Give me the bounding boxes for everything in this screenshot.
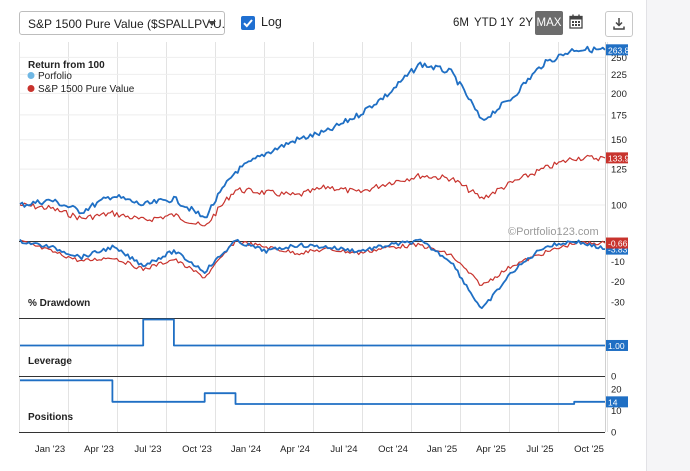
range-max-button[interactable]: MAX <box>535 11 563 35</box>
benchmark-series-line-return-from- <box>19 154 606 227</box>
x-tick-label: Jul '24 <box>330 444 357 455</box>
watermark: ©Portfolio123.com <box>508 226 599 238</box>
y-tick-label: 0 <box>611 428 616 439</box>
last-value-tag-label: 263.86 <box>608 45 634 55</box>
y-tick-label: 150 <box>611 135 627 146</box>
x-tick-label: Apr '25 <box>476 444 506 455</box>
labels-layer: 100125150175200225250263.86133.98Return … <box>27 44 634 455</box>
log-label: Log <box>261 15 282 29</box>
y-tick-label: -20 <box>611 277 625 288</box>
x-tick-label: Oct '25 <box>574 444 604 455</box>
pane-title: Leverage <box>28 356 72 367</box>
log-checkbox[interactable] <box>241 16 255 30</box>
x-tick-label: Jan '23 <box>35 444 65 455</box>
x-tick-label: Apr '23 <box>84 444 114 455</box>
calendar-icon[interactable] <box>569 14 583 29</box>
y-tick-label: -10 <box>611 257 625 268</box>
y-tick-label: 225 <box>611 70 627 81</box>
x-tick-label: Jan '25 <box>427 444 457 455</box>
last-value-tag <box>606 243 628 255</box>
pane-title: Return from 100 <box>28 60 105 71</box>
portfolio-series-line-return-from- <box>19 45 606 219</box>
last-value-tag-label: -0.66 <box>608 239 628 249</box>
portfolio-series-line-leverage <box>20 318 605 347</box>
y-tick-label: 125 <box>611 165 627 176</box>
chevron-down-icon <box>208 21 216 26</box>
legend-marker <box>27 85 35 92</box>
portfolio-series-line--drawdown <box>19 238 605 310</box>
last-value-tag <box>606 152 628 164</box>
range-6m-button[interactable]: 6M <box>453 17 469 29</box>
x-tick-label: Oct '24 <box>378 444 408 455</box>
x-tick-label: Jan '24 <box>231 444 261 455</box>
legend-label: Porfolio <box>38 71 72 82</box>
panes <box>19 42 606 433</box>
check-icon <box>243 19 253 28</box>
pane-title: % Drawdown <box>28 298 90 309</box>
benchmark-select[interactable]: S&P 1500 Pure Value ($SPALLPV:U... <box>19 11 225 35</box>
x-tick-label: Oct '23 <box>182 444 212 455</box>
last-value-tag-label: -3.83 <box>608 245 628 255</box>
chart-card: S&P 1500 Pure Value ($SPALLPV:U... Log 6… <box>19 0 647 471</box>
last-value-tag <box>606 396 628 408</box>
download-icon <box>613 18 625 30</box>
y-tick-label: 100 <box>611 201 627 212</box>
y-tick-label: -30 <box>611 297 625 308</box>
x-tick-label: Apr '24 <box>280 444 310 455</box>
x-tick-label: Jul '25 <box>526 444 553 455</box>
legend-label: S&P 1500 Pure Value <box>38 84 135 95</box>
benchmark-series-line--drawdown <box>19 239 606 286</box>
y-tick-label: 250 <box>611 53 627 64</box>
y-tick-label: 20 <box>611 384 622 395</box>
chart-area: 100125150175200225250263.86133.98Return … <box>19 42 634 455</box>
last-value-tag <box>606 44 628 56</box>
last-value-tag-label: 133.98 <box>608 153 634 163</box>
range-ytd-button[interactable]: YTD <box>474 17 497 29</box>
last-value-tag-label: 1.00 <box>608 341 625 351</box>
last-value-tag <box>606 237 628 249</box>
download-button[interactable] <box>605 11 633 37</box>
legend-marker <box>27 72 35 79</box>
last-value-tag-label: 14 <box>608 397 618 407</box>
range-2y-button[interactable]: 2Y <box>518 17 534 29</box>
pane-title: Positions <box>28 412 73 423</box>
last-value-tag <box>606 339 628 351</box>
benchmark-select-value: S&P 1500 Pure Value ($SPALLPV:U... <box>28 17 225 31</box>
gridlines <box>19 42 608 432</box>
series-layer <box>19 45 606 405</box>
range-1y-button[interactable]: 1Y <box>499 17 515 29</box>
x-tick-label: Jul '23 <box>134 444 161 455</box>
portfolio-series-line-positions <box>20 379 605 405</box>
y-tick-label: 0 <box>611 372 616 383</box>
y-tick-label: 10 <box>611 406 622 417</box>
y-tick-label: 175 <box>611 110 627 121</box>
y-tick-label: 200 <box>611 89 627 100</box>
